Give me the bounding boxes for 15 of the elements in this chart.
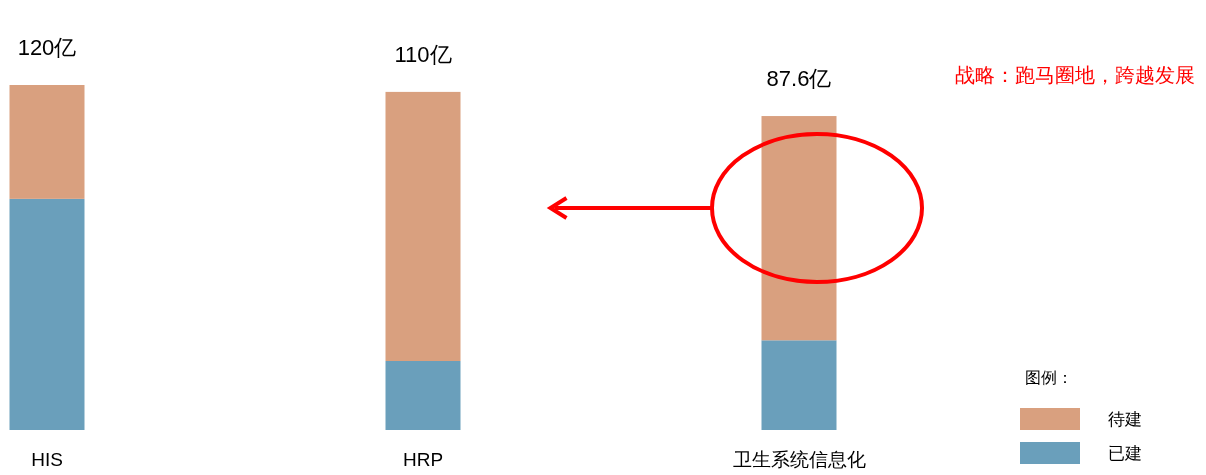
bar: [761, 340, 837, 430]
x-tick-label: HRP: [402, 449, 444, 470]
x-tick-label: HIS: [31, 449, 63, 470]
bar: [9, 85, 85, 199]
annotation: 120亿: [17, 35, 77, 60]
bar: [385, 91, 461, 361]
legend-label: 待建: [1108, 410, 1142, 429]
annotation: 110亿: [394, 41, 452, 67]
x-tick-label: 卫生系统信息化: [732, 449, 866, 470]
annotation: 战略：跑马圈地，跨越发展: [955, 64, 1195, 86]
bar: [385, 361, 461, 430]
legend-title: 图例：: [1025, 369, 1073, 386]
bar: [9, 198, 85, 430]
annotation: 87.6亿: [766, 66, 832, 92]
legend-label: 已建: [1108, 444, 1142, 463]
